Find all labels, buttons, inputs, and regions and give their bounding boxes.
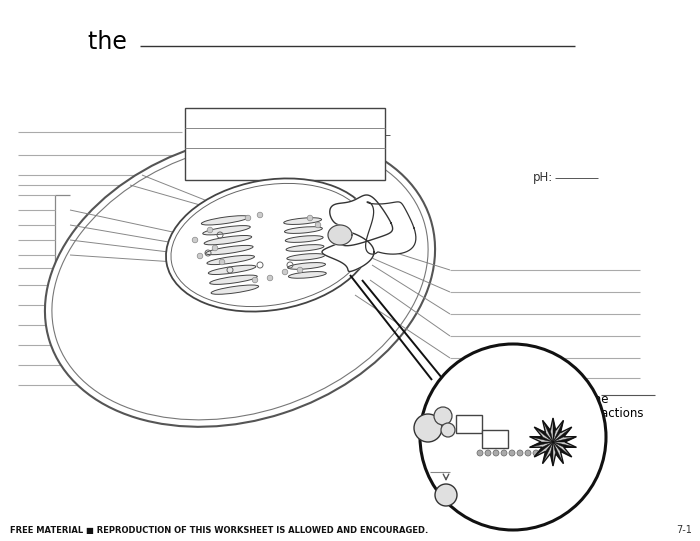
Polygon shape	[530, 442, 553, 447]
Ellipse shape	[202, 216, 249, 225]
Ellipse shape	[288, 262, 326, 269]
Polygon shape	[330, 195, 393, 246]
Polygon shape	[553, 420, 564, 442]
Text: pH:: pH:	[328, 129, 349, 142]
Circle shape	[435, 484, 457, 506]
Polygon shape	[550, 442, 553, 466]
Text: pH:: pH:	[533, 171, 553, 184]
Circle shape	[477, 450, 483, 456]
Polygon shape	[534, 442, 553, 457]
Circle shape	[517, 450, 523, 456]
Circle shape	[197, 253, 203, 259]
Circle shape	[282, 269, 288, 275]
Ellipse shape	[203, 226, 251, 235]
Polygon shape	[553, 427, 572, 442]
Ellipse shape	[206, 246, 253, 255]
Circle shape	[501, 450, 507, 456]
Circle shape	[525, 450, 531, 456]
Bar	[482, 430, 508, 448]
Polygon shape	[553, 442, 576, 447]
Polygon shape	[553, 437, 576, 442]
Circle shape	[315, 222, 321, 228]
Circle shape	[252, 277, 258, 283]
Circle shape	[434, 407, 452, 425]
Ellipse shape	[45, 133, 435, 427]
Polygon shape	[322, 233, 374, 272]
Circle shape	[533, 450, 539, 456]
Polygon shape	[553, 442, 572, 457]
Ellipse shape	[286, 236, 323, 242]
Ellipse shape	[204, 235, 252, 245]
Text: reactions: reactions	[590, 407, 645, 420]
Bar	[456, 415, 482, 433]
Ellipse shape	[207, 255, 255, 265]
Polygon shape	[530, 437, 553, 442]
Text: the: the	[88, 30, 134, 54]
Circle shape	[420, 344, 606, 530]
Ellipse shape	[284, 217, 321, 225]
Circle shape	[257, 212, 262, 218]
Ellipse shape	[286, 245, 324, 252]
Ellipse shape	[210, 275, 258, 285]
Circle shape	[212, 245, 218, 251]
Circle shape	[207, 227, 213, 233]
Circle shape	[193, 237, 198, 243]
Circle shape	[298, 267, 303, 273]
Circle shape	[493, 450, 499, 456]
Polygon shape	[365, 202, 416, 254]
Polygon shape	[328, 225, 352, 245]
Circle shape	[245, 215, 251, 221]
Circle shape	[441, 423, 455, 437]
Circle shape	[509, 450, 515, 456]
Ellipse shape	[288, 272, 326, 278]
Bar	[185, 108, 385, 180]
Ellipse shape	[166, 179, 374, 312]
Ellipse shape	[284, 227, 323, 233]
Text: FREE MATERIAL ■ REPRODUCTION OF THIS WORKSHEET IS ALLOWED AND ENCOURAGED.: FREE MATERIAL ■ REPRODUCTION OF THIS WOR…	[10, 526, 428, 535]
Polygon shape	[534, 427, 553, 442]
Ellipse shape	[287, 254, 325, 260]
Circle shape	[267, 275, 273, 281]
Polygon shape	[542, 442, 553, 464]
Circle shape	[485, 450, 491, 456]
Ellipse shape	[211, 285, 258, 294]
Polygon shape	[542, 420, 553, 442]
Polygon shape	[553, 418, 556, 442]
Circle shape	[414, 414, 442, 442]
Polygon shape	[530, 418, 576, 466]
Text: the: the	[590, 393, 610, 406]
Text: 7-1: 7-1	[676, 525, 692, 535]
Circle shape	[219, 259, 225, 265]
Ellipse shape	[209, 265, 256, 274]
Polygon shape	[553, 442, 564, 464]
Circle shape	[307, 215, 313, 221]
